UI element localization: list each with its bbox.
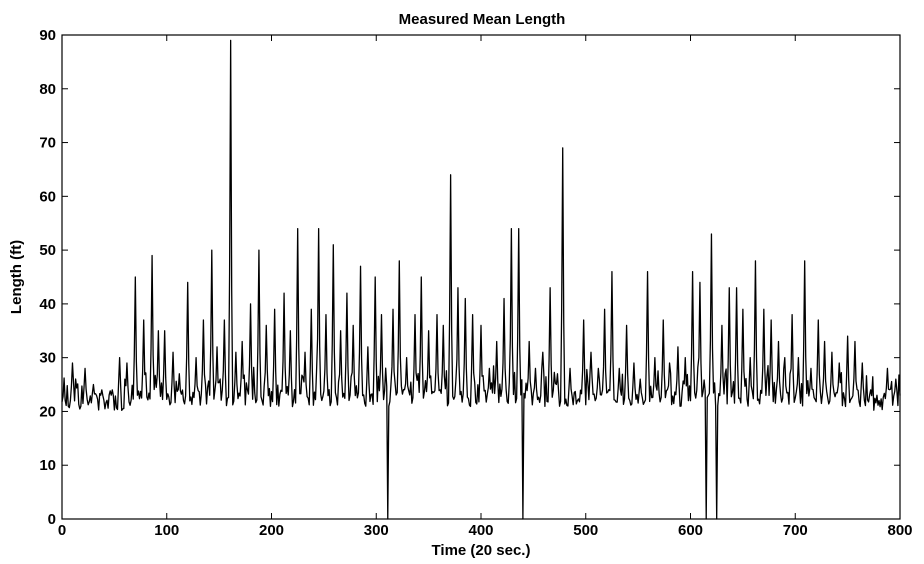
y-tick-label: 40 xyxy=(39,296,56,313)
y-tick-label: 70 xyxy=(39,135,56,152)
y-tick-label: 60 xyxy=(39,188,56,205)
plot-area xyxy=(61,34,901,520)
x-tick-label: 0 xyxy=(58,522,66,539)
x-tick-label: 600 xyxy=(678,522,703,539)
y-tick-label: 0 xyxy=(48,511,56,528)
y-tick-label: 20 xyxy=(39,403,56,420)
y-tick-label: 50 xyxy=(39,242,56,259)
x-tick-label: 700 xyxy=(783,522,808,539)
x-tick-label: 500 xyxy=(573,522,598,539)
y-tick-label: 10 xyxy=(39,457,56,474)
x-tick-label: 200 xyxy=(259,522,284,539)
x-tick-label: 400 xyxy=(468,522,493,539)
chart-title: Measured Mean Length xyxy=(399,11,566,28)
y-axis-label: Length (ft) xyxy=(8,240,25,314)
x-tick-label: 300 xyxy=(364,522,389,539)
y-tick-label: 30 xyxy=(39,350,56,367)
y-tick-label: 90 xyxy=(39,27,56,44)
plot-frame xyxy=(61,34,901,520)
y-tick-label: 80 xyxy=(39,81,56,98)
series-line xyxy=(61,39,901,520)
x-axis: 0 100 200 300 400 500 600 700 800 xyxy=(58,35,913,539)
x-axis-label: Time (20 sec.) xyxy=(432,542,531,559)
x-tick-label: 100 xyxy=(154,522,179,539)
y-axis: 0 10 20 30 40 50 60 70 80 90 xyxy=(39,27,900,528)
x-tick-label: 800 xyxy=(887,522,912,539)
